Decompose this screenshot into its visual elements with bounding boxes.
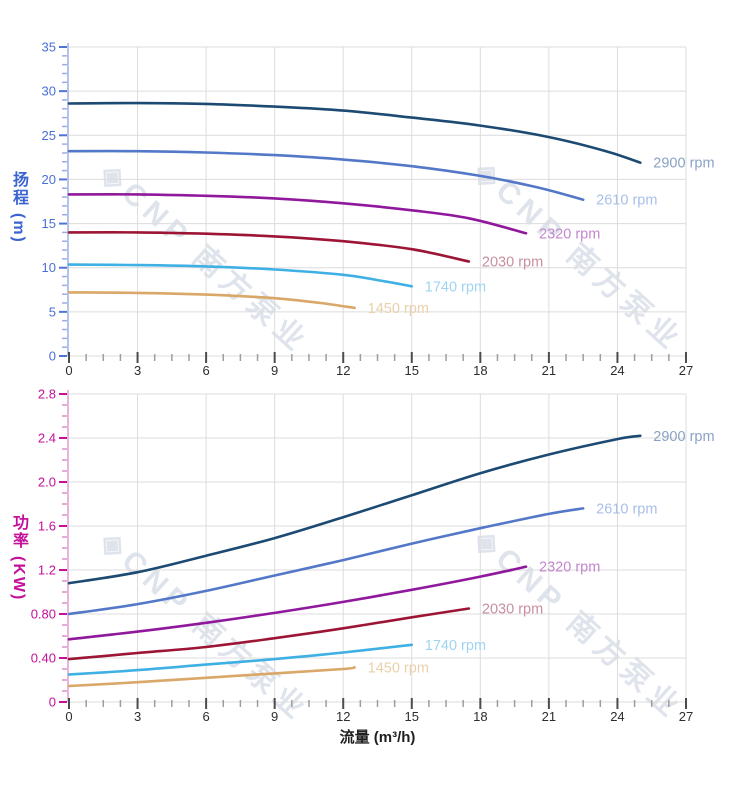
- curve-label-1450rpm: 1450 rpm: [368, 301, 429, 317]
- x-tick-label: 6: [202, 709, 209, 724]
- x-tick-label: 0: [65, 363, 72, 378]
- y-tick-label: 1.6: [38, 519, 56, 534]
- y-tick-label: 1.2: [38, 563, 56, 578]
- y-tick-label: 35: [42, 40, 56, 55]
- x-tick-label: 24: [610, 709, 624, 724]
- x-tick-label: 21: [542, 363, 556, 378]
- head-axis-title-text: 扬程: [10, 171, 27, 207]
- curve-2610rpm: [67, 149, 585, 201]
- power-axis-unit: (KW): [10, 556, 27, 602]
- curve-2900rpm: [67, 434, 642, 585]
- x-tick-label: 24: [610, 363, 624, 378]
- curve-label-1740rpm: 1740 rpm: [425, 638, 486, 654]
- curve-2030rpm: [67, 231, 471, 263]
- y-tick-label: 10: [42, 260, 56, 275]
- curve-label-2030rpm: 2030 rpm: [482, 602, 543, 618]
- curve-label-2610rpm: 2610 rpm: [596, 501, 657, 517]
- y-tick-label: 0.40: [31, 651, 56, 666]
- y-tick-label: 0: [49, 695, 56, 710]
- x-tick-label: 12: [336, 363, 350, 378]
- curve-2320rpm: [67, 565, 528, 641]
- curve-2030rpm: [67, 607, 471, 661]
- curve-label-2030rpm: 2030 rpm: [482, 255, 543, 271]
- curve-2610rpm: [67, 507, 585, 616]
- curve-1450rpm: [67, 666, 356, 688]
- power-chart: 0 0.40 0.80 1.2 1.6 2.0 2.4 2.8 0 3 6 9 12 15 18 21 24 27…: [31, 387, 715, 725]
- curve-1450rpm: [67, 291, 356, 310]
- x-tick-label: 3: [134, 363, 141, 378]
- head-chart: 0 5 10 15 20 25 30 35 0 3 6 9 12 15 18 21 24 27 2900 rpm 26…: [42, 40, 715, 379]
- curve-1740rpm: [67, 263, 414, 288]
- x-tick-label: 9: [271, 363, 278, 378]
- curve-label-1740rpm: 1740 rpm: [425, 279, 486, 295]
- y-tick-label: 2.8: [38, 387, 56, 402]
- curve-1740rpm: [67, 643, 414, 676]
- x-tick-label: 9: [271, 709, 278, 724]
- y-tick-label: 2.0: [38, 475, 56, 490]
- y-tick-label: 15: [42, 216, 56, 231]
- x-tick-label: 6: [202, 363, 209, 378]
- curve-2900rpm: [67, 101, 642, 164]
- y-tick-label: 5: [49, 304, 56, 319]
- x-tick-label: 3: [134, 709, 141, 724]
- curve-label-2320rpm: 2320 rpm: [539, 226, 600, 242]
- x-tick-label: 21: [542, 709, 556, 724]
- curve-label-2900rpm: 2900 rpm: [653, 429, 714, 445]
- head-axis-title: 扬程 (m): [10, 171, 27, 244]
- curve-label-2320rpm: 2320 rpm: [539, 560, 600, 576]
- x-tick-label: 15: [405, 709, 419, 724]
- y-tick-label: 25: [42, 128, 56, 143]
- flow-axis-title: 流量 (m³/h): [339, 729, 416, 746]
- x-tick-label: 12: [336, 709, 350, 724]
- curve-label-1450rpm: 1450 rpm: [368, 660, 429, 676]
- x-tick-label: 15: [405, 363, 419, 378]
- head-axis-unit: (m): [10, 213, 27, 244]
- y-tick-label: 0: [49, 349, 56, 364]
- x-tick-label: 0: [65, 709, 72, 724]
- x-tick-label: 18: [473, 709, 487, 724]
- curve-2320rpm: [67, 193, 528, 235]
- curve-label-2900rpm: 2900 rpm: [653, 156, 714, 172]
- x-tick-label: 18: [473, 363, 487, 378]
- curve-label-2610rpm: 2610 rpm: [596, 193, 657, 209]
- power-axis-title-text: 功率: [10, 514, 27, 550]
- x-tick-label: 27: [679, 363, 693, 378]
- power-axis-title: 功率 (KW): [10, 514, 27, 602]
- y-tick-label: 30: [42, 84, 56, 99]
- y-tick-label: 20: [42, 172, 56, 187]
- y-tick-label: 2.4: [38, 431, 56, 446]
- x-tick-label: 27: [679, 709, 693, 724]
- y-tick-label: 0.80: [31, 607, 56, 622]
